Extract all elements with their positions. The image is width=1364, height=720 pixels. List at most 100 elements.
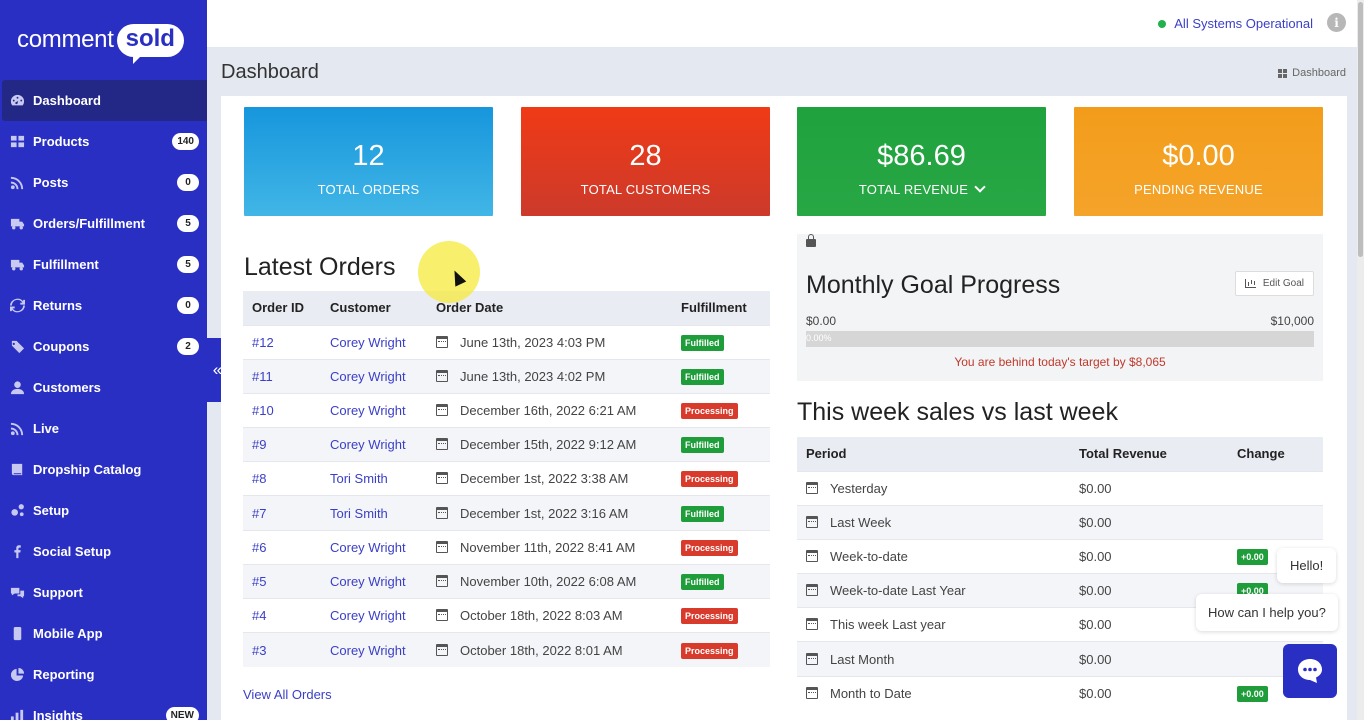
calendar-icon [436,609,448,622]
order-id-link[interactable]: #3 [252,642,267,658]
sidebar-item-label: Support [33,585,83,600]
sidebar-item-products[interactable]: Products 140 [0,121,207,162]
sidebar-nav: Dashboard Products 140 Posts 0 Orders/Fulfill… [0,80,207,720]
count-badge: 140 [172,133,199,150]
chat-help-bubble[interactable]: How can I help you? [1196,594,1338,631]
stat-label-row: TOTAL REVENUE [797,181,1046,197]
sidebar-item-orders-fulfillment[interactable]: Orders/Fulfillment 5 [0,203,207,244]
order-id-link[interactable]: #6 [252,539,267,555]
sidebar-item-customers[interactable]: Customers [0,367,207,408]
stat-label: TOTAL ORDERS [317,182,420,197]
chat-greeting-bubble[interactable]: Hello! [1277,548,1337,583]
stat-label: TOTAL CUSTOMERS [580,182,711,197]
order-id-link[interactable]: #9 [252,437,267,453]
order-id-link[interactable]: #7 [252,505,267,521]
table-row: Last Week $0.00 [797,504,1323,540]
sidebar-item-fulfillment[interactable]: Fulfillment 5 [0,244,207,285]
customer-link[interactable]: Tori Smith [330,471,388,487]
mobile-icon [9,626,25,642]
table-row[interactable]: #8 Tori Smith December 1st, 2022 3:38 AM Pr… [243,461,770,496]
table-row[interactable]: #11 Corey Wright June 13th, 2023 4:02 PM Fu… [243,358,770,394]
sidebar: comment sold Dashboard Products 140 Posts 0 O… [0,0,207,720]
table-row[interactable]: #7 Tori Smith December 1st, 2022 3:16 AM Fu… [243,495,770,531]
top-bar: All Systems Operational i [207,0,1357,47]
dashboard-icon [9,93,25,109]
table-row[interactable]: #3 Corey Wright October 18th, 2022 8:01 AM… [243,632,770,667]
period-revenue: $0.00 [1079,583,1112,599]
stat-label: TOTAL REVENUE [858,182,969,197]
count-badge: 5 [177,215,199,232]
info-icon[interactable]: i [1327,13,1346,32]
calendar-icon [436,403,448,416]
system-status[interactable]: All Systems Operational [1158,16,1313,31]
fulfillment-status-badge: Processing [681,402,738,419]
latest-orders-table: Order ID Customer Order Date Fulfillment… [243,291,770,667]
order-id-link[interactable]: #4 [252,608,267,624]
table-row[interactable]: #10 Corey Wright December 16th, 2022 6:21 … [243,392,770,428]
sidebar-item-social-setup[interactable]: Social Setup [0,531,207,572]
stat-card-pending-revenue[interactable]: $0.00 PENDING REVENUE [1074,107,1323,216]
brand-logo[interactable]: comment sold [0,0,207,80]
sidebar-item-coupons[interactable]: Coupons 2 [0,326,207,367]
order-date: November 11th, 2022 8:41 AM [460,539,636,555]
stat-card-total-customers[interactable]: 28 TOTAL CUSTOMERS [521,107,770,216]
change-badge: +0.00 [1237,685,1268,702]
order-id-link[interactable]: #12 [252,334,274,350]
table-row[interactable]: #9 Corey Wright December 15th, 2022 9:12 A… [243,427,770,462]
period-revenue: $0.00 [1079,514,1112,530]
order-date: November 10th, 2022 6:08 AM [460,573,637,589]
sidebar-item-label: Dropship Catalog [33,462,142,477]
table-row[interactable]: #12 Corey Wright June 13th, 2023 4:03 PM Fu… [243,324,770,360]
column-header: Change [1228,437,1323,471]
chevron-down-icon[interactable] [974,181,986,193]
order-id-link[interactable]: #5 [252,573,267,589]
table-row[interactable]: #6 Corey Wright November 11th, 2022 8:41 A… [243,529,770,565]
sidebar-item-posts[interactable]: Posts 0 [0,162,207,203]
sidebar-item-reporting[interactable]: Reporting [0,654,207,695]
customer-link[interactable]: Corey Wright [330,437,406,453]
table-row[interactable]: #5 Corey Wright November 10th, 2022 6:08 A… [243,563,770,599]
stat-card-total-revenue[interactable]: $86.69 TOTAL REVENUE [797,107,1046,216]
sidebar-item-dashboard[interactable]: Dashboard [2,80,207,121]
scrollbar-thumb[interactable] [1358,2,1363,257]
customer-link[interactable]: Corey Wright [330,368,406,384]
sidebar-item-support[interactable]: Support [0,572,207,613]
table-row: Week-to-date $0.00 +0.00 [797,538,1323,574]
customer-link[interactable]: Tori Smith [330,505,388,521]
user-icon [9,380,25,396]
page-scrollbar[interactable] [1357,0,1364,720]
sidebar-item-mobile-app[interactable]: Mobile App [0,613,207,654]
sidebar-item-returns[interactable]: Returns 0 [0,285,207,326]
table-row: Last Month $0.00 [797,641,1323,677]
customer-link[interactable]: Corey Wright [330,642,406,658]
edit-goal-button[interactable]: Edit Goal [1234,271,1314,296]
column-header[interactable]: Order Date [427,291,672,325]
customer-link[interactable]: Corey Wright [330,402,406,418]
customer-link[interactable]: Corey Wright [330,573,406,589]
column-header[interactable]: Customer [321,291,427,325]
order-id-link[interactable]: #11 [252,368,273,384]
customer-link[interactable]: Corey Wright [330,334,406,350]
customer-link[interactable]: Corey Wright [330,539,406,555]
stat-card-total-orders[interactable]: 12 TOTAL ORDERS [244,107,493,216]
period-label: Week-to-date Last Year [830,583,966,599]
period-revenue: $0.00 [1079,617,1112,633]
sidebar-item-dropship-catalog[interactable]: Dropship Catalog [0,449,207,490]
sidebar-item-insights[interactable]: Insights NEW [0,695,207,720]
sidebar-item-setup[interactable]: Setup [0,490,207,531]
calendar-icon [436,574,448,587]
calendar-icon [436,472,448,485]
sidebar-item-live[interactable]: Live [0,408,207,449]
view-all-orders-link[interactable]: View All Orders [243,687,332,702]
chat-launcher-button[interactable] [1283,644,1337,698]
order-id-link[interactable]: #10 [252,402,274,418]
calendar-icon [806,481,818,494]
table-row[interactable]: #4 Corey Wright October 18th, 2022 8:03 AM… [243,597,770,633]
period-revenue: $0.00 [1079,480,1112,496]
customer-link[interactable]: Corey Wright [330,608,406,624]
column-header[interactable]: Order ID [243,291,321,325]
calendar-icon [806,584,818,597]
order-id-link[interactable]: #8 [252,471,267,487]
breadcrumb-item[interactable]: Dashboard [1292,67,1346,79]
column-header[interactable]: Fulfillment [672,291,770,325]
